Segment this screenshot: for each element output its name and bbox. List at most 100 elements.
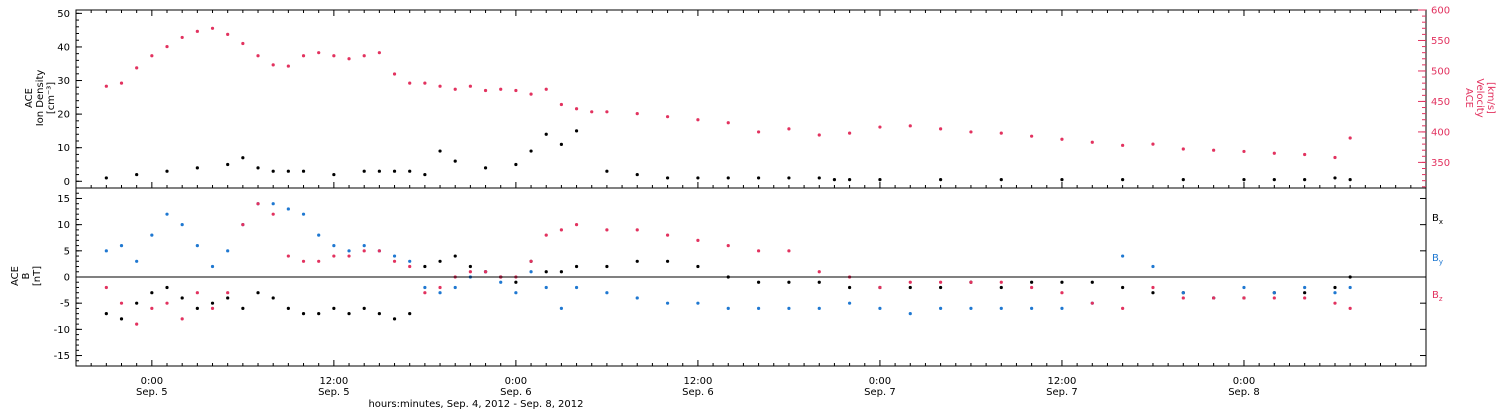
bottom-Bx-point (135, 301, 139, 305)
bottom-y-tick-label: -15 (54, 351, 70, 362)
top-velocity-point (574, 107, 579, 111)
x-tick-date-label: Sep. 8 (1228, 387, 1260, 398)
bottom-Bz-point (377, 249, 381, 253)
bottom-Bz-point (301, 259, 306, 263)
bottom-Bx-point (256, 291, 260, 295)
bottom-Bx-point (574, 264, 579, 269)
x-tick-date-label: Sep. 5 (136, 387, 168, 398)
bottom-Bz-point (544, 233, 548, 237)
bottom-Bx-point (1060, 280, 1064, 284)
top-density-point (544, 132, 548, 136)
bottom-Bx-point (939, 285, 943, 290)
bottom-Bz-point (559, 228, 563, 232)
top-left-y-tick-label: 40 (57, 42, 70, 53)
top-density-point (286, 169, 290, 173)
bottom-Bz-point (468, 270, 472, 274)
bottom-Bx-point (756, 280, 761, 284)
bottom-By-point (1348, 285, 1352, 290)
top-density-point (408, 169, 412, 173)
top-right-y-tick-label: 400 (1431, 127, 1450, 138)
top-density-point (832, 178, 837, 182)
bottom-Bx-point (195, 306, 199, 311)
bottom-y-tick-label: 5 (64, 246, 70, 257)
top-density-point (423, 172, 427, 177)
bottom-Bz-point (1030, 285, 1034, 290)
bottom-By-point (423, 285, 427, 290)
bottom-By-point (529, 270, 533, 274)
top-velocity-point (514, 88, 518, 93)
top-density-point (756, 176, 761, 180)
bottom-Bz-point (1348, 306, 1352, 311)
bottom-Bz-point (1333, 301, 1337, 305)
top-velocity-point (332, 54, 336, 58)
bottom-By-point (453, 285, 457, 290)
x-tick-time-label: 0:00 (869, 376, 891, 387)
top-velocity-point (605, 110, 609, 114)
top-velocity-point (438, 84, 442, 88)
bottom-Bz-point (317, 259, 321, 263)
top-right-ylabel-line2: Velocity (1474, 78, 1485, 117)
top-velocity-point (1121, 143, 1125, 147)
x-tick-time-label: 0:00 (505, 376, 527, 387)
top-velocity-point (423, 81, 427, 85)
bottom-Bx-point (1333, 285, 1337, 290)
top-left-y-tick-label: 20 (57, 110, 70, 121)
bottom-By-point (1151, 264, 1155, 269)
bottom-By-point (226, 249, 230, 253)
x-tick-time-label: 12:00 (319, 376, 348, 387)
bottom-Bz-point (362, 249, 366, 253)
top-velocity-point (665, 115, 670, 119)
top-velocity-point (453, 87, 457, 91)
bottom-By-point (514, 291, 518, 295)
bottom-By-point (1242, 285, 1246, 290)
top-velocity-point (483, 88, 488, 93)
bottom-Bz-point (104, 285, 108, 290)
top-velocity-point (908, 124, 912, 128)
bottom-By-point (271, 202, 275, 206)
bottom-Bz-point (438, 285, 442, 290)
bottom-Bx-point (1151, 291, 1155, 295)
top-density-point (1181, 178, 1185, 182)
bottom-Bx-point (1121, 285, 1125, 290)
bottom-Bx-point (817, 280, 821, 284)
top-velocity-point (969, 130, 973, 134)
legend-bz: Bz (1432, 290, 1443, 303)
top-left-ylabel-line1: ACE (24, 88, 35, 108)
bottom-Bx-point (1090, 280, 1094, 284)
bottom-ylabel: ACE B [nT] (10, 266, 43, 286)
bottom-By-point (969, 306, 973, 311)
top-density-point (332, 172, 336, 177)
bottom-Bx-point (271, 296, 275, 300)
bottom-Bx-point (377, 312, 381, 316)
top-left-y-tick-label: 30 (57, 76, 70, 87)
top-right-y-tick-label: 350 (1431, 158, 1450, 169)
top-density-point (726, 176, 730, 180)
top-velocity-point (939, 127, 943, 131)
bottom-Bx-point (787, 280, 791, 284)
x-tick-date-label: Sep. 7 (864, 387, 896, 398)
bottom-Bx-point (362, 306, 366, 311)
bottom-Bz-point (1090, 301, 1094, 305)
legend-bx-sub: x (1439, 218, 1443, 226)
top-velocity-point (696, 118, 700, 122)
legend: Bx By Bz (1432, 213, 1443, 303)
top-velocity-point (1181, 147, 1185, 151)
bottom-Bx-point (635, 259, 639, 263)
bottom-Bz-point (665, 233, 670, 237)
bottom-ylabel-line2: B (21, 272, 32, 279)
top-velocity-point (635, 112, 639, 116)
bottom-By-point (165, 212, 169, 216)
top-density-point (195, 166, 199, 170)
bottom-By-point (574, 285, 579, 290)
top-velocity-point (590, 110, 594, 114)
top-velocity-point (377, 51, 381, 55)
top-right-ylabel-line1: ACE (1463, 88, 1474, 108)
x-tick-time-label: 12:00 (683, 376, 712, 387)
top-density-point (574, 129, 579, 133)
bottom-By-point (696, 301, 700, 305)
bottom-ylabel-line3: [nT] (32, 266, 43, 286)
bottom-Bz-point (347, 254, 351, 258)
bottom-By-point (195, 243, 199, 248)
top-density-point (1303, 178, 1307, 182)
